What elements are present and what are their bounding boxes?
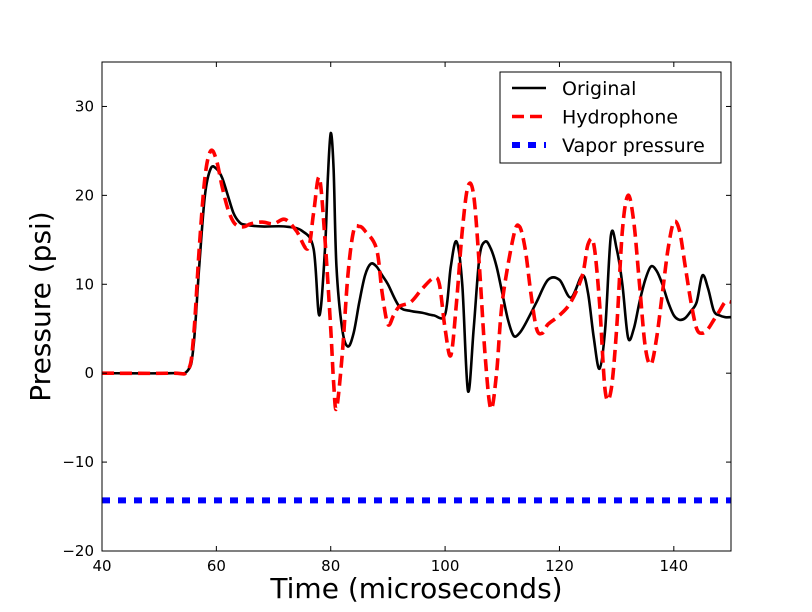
legend-label: Hydrophone	[562, 107, 678, 129]
y-tick-label: 20	[75, 186, 94, 204]
y-tick-label: 0	[84, 364, 94, 382]
y-tick-label: −10	[62, 453, 94, 471]
axis-ticks: 40 60 80 100 120 140 −20 −10 0 10 20 30	[62, 62, 731, 575]
y-axis-label: Pressure (psi)	[24, 211, 57, 401]
series-line-original	[102, 131, 731, 393]
x-tick-label: 140	[659, 557, 688, 575]
legend-label: Vapor pressure	[562, 135, 705, 157]
series-layer	[102, 131, 731, 504]
x-tick-label: 100	[431, 557, 460, 575]
y-tick-label: 10	[75, 275, 94, 293]
legend-label: Original	[562, 78, 636, 100]
series-line-hydrophone	[102, 148, 731, 412]
x-tick-label: 120	[545, 557, 574, 575]
x-tick-label: 80	[321, 557, 340, 575]
plot-frame	[101, 61, 732, 552]
x-tick-label: 60	[207, 557, 226, 575]
y-tick-label: −20	[62, 542, 94, 560]
legend: Original Hydrophone Vapor pressure	[499, 71, 722, 164]
y-tick-label: 30	[75, 97, 94, 115]
x-axis-label: Time (microseconds)	[269, 572, 562, 605]
x-tick-label: 40	[92, 557, 111, 575]
